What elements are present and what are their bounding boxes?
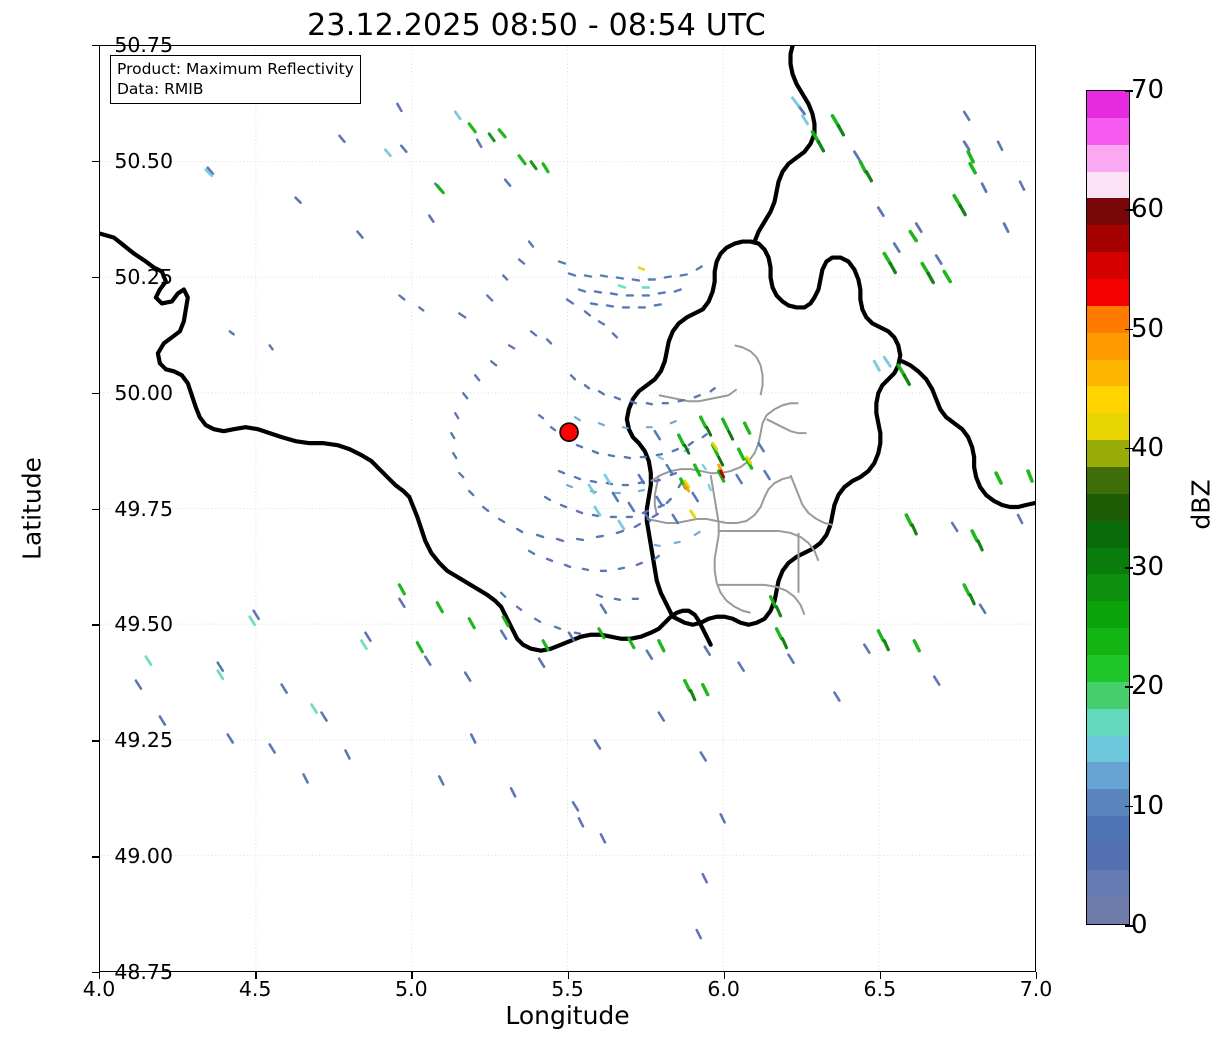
- colorbar-band: [1087, 144, 1129, 172]
- colorbar-tick-mark: [1125, 686, 1133, 688]
- x-axis-tick-label: 6.5: [863, 977, 897, 1001]
- y-axis-tick-mark: [92, 856, 99, 858]
- radar-map-plot[interactable]: Product: Maximum Reflectivity Data: RMIB: [99, 45, 1036, 972]
- colorbar-band: [1087, 225, 1129, 253]
- y-axis-tick-label: 50.50: [114, 148, 173, 173]
- x-axis-tick-mark: [723, 972, 726, 979]
- y-axis-tick-label: 50.25: [114, 264, 173, 289]
- y-axis-tick-mark: [92, 740, 99, 742]
- colorbar-tick-label: 30: [1131, 552, 1165, 583]
- y-axis-tick-mark: [92, 972, 99, 974]
- internal-boundaries: [646, 344, 833, 616]
- colorbar-tick-label: 0: [1131, 910, 1148, 940]
- colorbar-band: [1087, 279, 1129, 306]
- colorbar-tick-label: 40: [1131, 432, 1165, 463]
- page-title: 23.12.2025 08:50 - 08:54 UTC: [307, 8, 766, 43]
- colorbar-band: [1087, 681, 1129, 709]
- colorbar-band: [1087, 332, 1129, 360]
- colorbar-band: [1087, 171, 1129, 199]
- colorbar-gradient: [1087, 91, 1129, 924]
- colorbar-band: [1087, 762, 1129, 790]
- colorbar-band: [1087, 198, 1129, 226]
- colorbar-band: [1087, 547, 1129, 575]
- y-axis-tick-label: 49.50: [114, 612, 173, 637]
- x-axis-tick-label: 4.5: [238, 977, 272, 1001]
- x-axis-tick-label: 5.5: [551, 977, 584, 1001]
- colorbar-tick-mark: [1125, 805, 1133, 808]
- colorbar-band: [1087, 386, 1129, 414]
- x-axis-tick-mark: [879, 972, 882, 979]
- x-axis-tick-mark: [567, 972, 569, 979]
- colorbar-tick-label: 70: [1131, 75, 1165, 105]
- grid-lines: [100, 46, 1035, 971]
- colorbar-band: [1087, 117, 1129, 145]
- colorbar-tick-mark: [1125, 90, 1133, 92]
- colorbar-band: [1087, 91, 1129, 118]
- y-axis-tick-label: 48.75: [114, 960, 173, 984]
- colorbar-band: [1087, 735, 1129, 763]
- x-axis-tick-label: 5.0: [395, 977, 428, 1001]
- y-axis-tick-label: 49.75: [114, 496, 173, 521]
- x-axis-tick-label: 6.0: [707, 977, 740, 1001]
- colorbar-band: [1087, 413, 1129, 441]
- colorbar-band: [1087, 493, 1129, 521]
- y-axis-label: Latitude: [17, 457, 47, 560]
- colorbar-band: [1087, 628, 1129, 656]
- map-svg: [100, 46, 1035, 971]
- radar-echoes: [134, 96, 1034, 940]
- colorbar-tick-label: 50: [1131, 313, 1165, 344]
- info-product-line: Product: Maximum Reflectivity: [117, 60, 354, 78]
- colorbar-band: [1087, 305, 1129, 333]
- colorbar-tick-mark: [1125, 925, 1133, 927]
- colorbar-band: [1087, 520, 1129, 548]
- x-axis-tick-label: 4.0: [82, 977, 116, 1001]
- colorbar-tick-mark: [1125, 328, 1133, 331]
- x-axis-label: Longitude: [505, 1001, 630, 1030]
- y-axis-tick-mark: [92, 45, 99, 47]
- colorbar-band: [1087, 655, 1129, 682]
- colorbar-band: [1087, 843, 1129, 870]
- colorbar-band: [1087, 574, 1129, 602]
- y-axis-tick-label: 49.25: [114, 728, 173, 753]
- colorbar-tick-label: 10: [1131, 790, 1165, 821]
- y-axis-tick-mark: [92, 508, 99, 510]
- colorbar-band: [1087, 869, 1129, 897]
- colorbar-tick-label: 20: [1131, 671, 1165, 702]
- y-axis-tick-mark: [92, 160, 99, 163]
- x-axis-tick-mark: [1036, 972, 1038, 979]
- y-axis-tick-mark: [92, 392, 99, 395]
- x-axis-tick-mark: [255, 972, 257, 979]
- colorbar-band: [1087, 896, 1129, 924]
- colorbar-tick-mark: [1125, 209, 1133, 211]
- x-axis-tick-mark: [99, 972, 101, 979]
- x-axis-tick-mark: [411, 972, 413, 979]
- info-data-line: Data: RMIB: [117, 80, 204, 99]
- colorbar-band: [1087, 708, 1129, 736]
- x-axis-tick-label: 7.0: [1019, 977, 1053, 1001]
- colorbar-label: dBZ: [1186, 479, 1216, 530]
- colorbar-band: [1087, 467, 1129, 494]
- y-axis-tick-label: 49.00: [114, 844, 173, 869]
- colorbar-tick-mark: [1125, 447, 1133, 450]
- colorbar-band: [1087, 440, 1129, 468]
- colorbar-band: [1087, 601, 1129, 629]
- y-axis-tick-mark: [92, 624, 99, 626]
- legend-info-box: Product: Maximum Reflectivity Data: RMIB: [110, 55, 361, 105]
- colorbar-tick-label: 60: [1131, 194, 1165, 225]
- colorbar-band: [1087, 359, 1129, 387]
- colorbar[interactable]: [1086, 90, 1130, 925]
- y-axis-tick-label: 50.75: [114, 33, 173, 57]
- colorbar-band: [1087, 816, 1129, 844]
- colorbar-band: [1087, 789, 1129, 817]
- radar-site-marker[interactable]: [559, 422, 579, 442]
- y-axis-tick-label: 50.00: [114, 380, 173, 405]
- colorbar-band: [1087, 252, 1129, 280]
- y-axis-tick-mark: [92, 276, 99, 279]
- colorbar-tick-mark: [1125, 567, 1133, 569]
